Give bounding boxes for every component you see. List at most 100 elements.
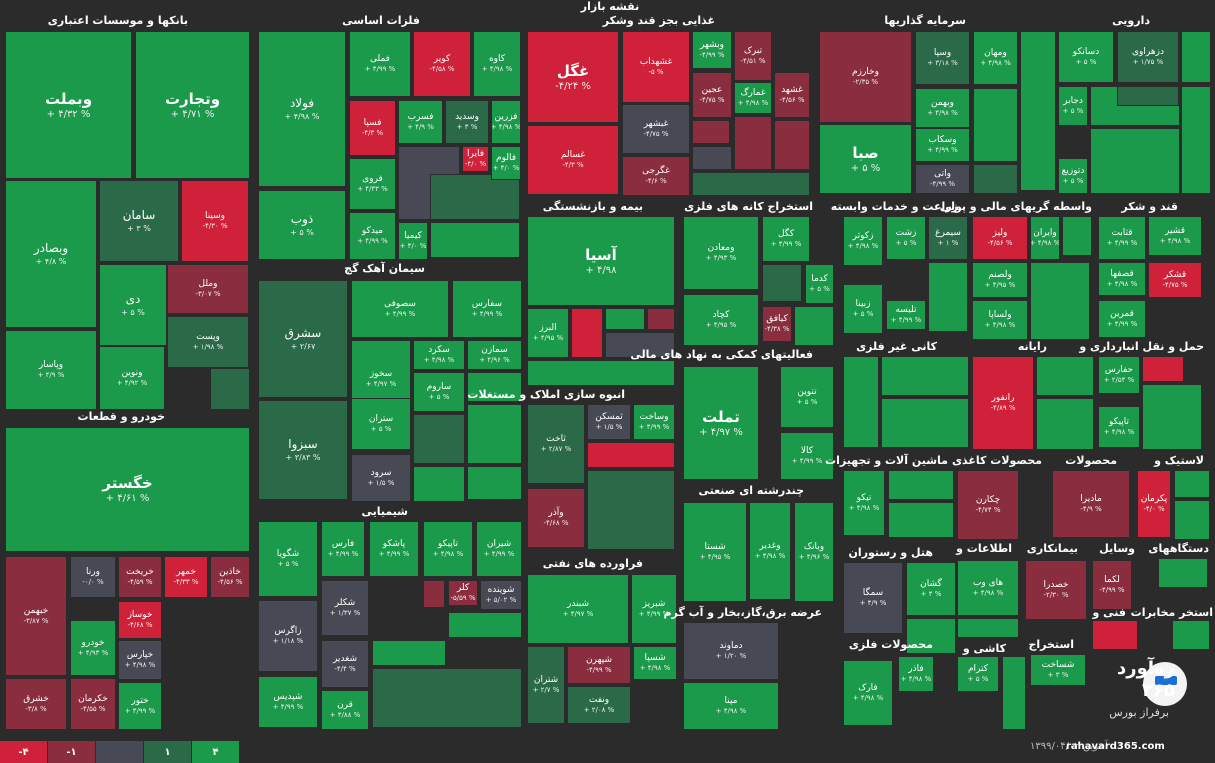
treemap-cell[interactable]: میدکو + ۴/۹۹ % [349,212,396,260]
treemap-cell[interactable]: زبینا + ۵ % [843,284,883,334]
treemap-cell-unlabeled[interactable] [1174,500,1210,540]
treemap-cell-unlabeled[interactable] [372,668,522,728]
treemap-cell[interactable]: وسدید + ۳ % [445,100,489,144]
treemap-cell-unlabeled[interactable] [1090,128,1180,194]
treemap-cell[interactable]: خگستر + ۴/۶۱ % [5,427,250,552]
treemap-cell-unlabeled[interactable] [794,306,834,346]
treemap-cell[interactable]: زکوثر + ۴/۹۸ % [843,216,883,266]
treemap-cell[interactable]: خریخت -۴/۵۹ % [118,556,162,598]
treemap-cell[interactable]: وایران + ۴/۹۸ % [1030,216,1060,260]
treemap-cell-unlabeled[interactable] [423,580,445,608]
treemap-cell-unlabeled[interactable] [888,470,954,500]
treemap-cell[interactable]: خکرمان -۴/۵۵ % [70,678,116,730]
treemap-cell[interactable]: فایرا -۴/۰ % [462,146,489,172]
treemap-cell[interactable]: کلر -۵/۵۹ % [448,580,478,606]
treemap-cell[interactable]: زشت + ۵ % [886,216,926,260]
treemap-cell[interactable]: وتجارت + ۴/۷۱ % [135,31,250,179]
treemap-cell[interactable]: ورنا -۰/۰ % [70,556,116,598]
treemap-cell-unlabeled[interactable] [1158,558,1208,588]
treemap-cell-unlabeled[interactable] [430,174,520,220]
treemap-cell[interactable]: قشیر + ۴/۹۸ % [1148,216,1202,256]
treemap-cell[interactable]: فاذر + ۴/۹۸ % [898,656,934,692]
treemap-cell[interactable]: فزرین + ۴/۹۸ % [491,100,521,144]
treemap-cell-unlabeled[interactable] [1117,86,1179,106]
treemap-cell-unlabeled[interactable] [430,222,520,258]
treemap-cell[interactable]: قثابت + ۴/۹۹ % [1098,216,1146,260]
treemap-cell[interactable]: فملی + ۴/۹۹ % [349,31,411,97]
treemap-cell-unlabeled[interactable] [1181,31,1211,83]
treemap-cell[interactable]: وسپا + ۳/۱۸ % [915,31,970,85]
treemap-cell[interactable]: فسرب + ۴/۹ % [398,100,443,144]
treemap-cell[interactable]: ومعادن + ۴/۹۳ % [683,216,759,290]
treemap-cell[interactable]: شتران + ۲/۷ % [527,646,565,724]
treemap-cell-unlabeled[interactable] [1036,398,1094,450]
treemap-cell-unlabeled[interactable] [1062,216,1092,256]
treemap-cell[interactable]: مادیرا -۴/۹ % [1052,470,1130,538]
treemap-cell[interactable]: غبشهر -۴/۷۵ % [622,104,690,154]
treemap-cell-unlabeled[interactable] [1142,356,1184,382]
treemap-cell-unlabeled[interactable] [774,120,810,170]
treemap-cell[interactable]: آسیا + ۴/۹۸ [527,216,675,306]
treemap-cell[interactable]: وپست + ۱/۹۸ % [167,316,249,368]
treemap-cell[interactable]: تملت + ۴/۹۷ % [683,366,759,480]
treemap-cell[interactable]: فالوم + ۴/۰ % [491,146,521,180]
treemap-cell[interactable]: چکارن -۴/۷۴ % [957,470,1019,540]
treemap-cell[interactable]: کدما + ۵ % [805,264,834,304]
treemap-cell[interactable]: ساروم + ۵ % [413,372,465,412]
treemap-cell[interactable]: تیکو + ۴/۹۸ % [843,470,885,536]
treemap-cell-unlabeled[interactable] [888,502,954,538]
treemap-cell[interactable]: فولاد + ۴/۹۸ % [258,31,346,187]
treemap-cell[interactable]: کیافق -۴/۳۸ % [762,306,792,342]
treemap-cell[interactable]: خصدرا -۲/۳۰ % [1025,560,1087,620]
treemap-cell[interactable]: وبهمن + ۴/۹۸ % [915,88,970,128]
treemap-cell[interactable]: دماوند + ۱/۲۰ % [683,622,779,680]
treemap-cell[interactable]: شستا + ۴/۹۵ % [683,502,747,602]
treemap-cell[interactable]: ولیز -۴/۵۶ % [972,216,1028,260]
treemap-cell-unlabeled[interactable] [467,404,522,464]
treemap-cell-unlabeled[interactable] [906,618,956,654]
treemap-cell[interactable]: عجین -۴/۷۵ % [692,72,732,118]
treemap-cell-unlabeled[interactable] [587,442,675,468]
treemap-cell[interactable]: سفارس + ۴/۹۹ % [452,280,522,338]
treemap-cell-unlabeled[interactable] [605,308,645,330]
treemap-cell[interactable]: قشکر -۴/۷۵ % [1148,262,1202,298]
treemap-cell[interactable]: وبصادر + ۴/۸ % [5,180,97,328]
treemap-cell-unlabeled[interactable] [210,368,250,410]
treemap-cell[interactable]: خشرق -۳/۸ % [5,678,67,730]
treemap-cell[interactable]: فروی + ۴/۴۳ % [349,158,396,210]
treemap-cell[interactable]: غگل -۴/۲۴ % [527,31,619,123]
treemap-cell[interactable]: کچاد + ۴/۹۵ % [683,294,759,346]
treemap-cell[interactable]: قرن + ۴/۸۸ % [321,690,369,730]
treemap-cell[interactable]: ثاخت + ۲/۸۷ % [527,404,585,484]
treemap-cell-unlabeled[interactable] [587,470,675,550]
treemap-cell-unlabeled[interactable] [762,264,802,302]
treemap-cell[interactable]: کویر -۴/۵۸ % [413,31,471,97]
treemap-cell-unlabeled[interactable] [881,398,969,448]
treemap-cell[interactable]: غمارگ + ۴/۹۸ % [734,82,772,114]
treemap-cell[interactable]: تاپیکو + ۴/۹۸ % [1098,406,1140,448]
treemap-cell-unlabeled[interactable] [1174,470,1210,498]
treemap-cell-unlabeled[interactable] [647,308,675,330]
treemap-cell[interactable]: فارک + ۴/۹۸ % [843,660,893,726]
treemap-cell-unlabeled[interactable] [957,618,1019,638]
treemap-cell[interactable]: ولساپا + ۴/۹۸ % [972,300,1028,340]
treemap-cell[interactable]: البرز + ۴/۹۵ % [527,308,569,358]
treemap-cell[interactable]: شپدیس + ۴/۹۹ % [258,676,318,728]
treemap-cell[interactable]: ذوب + ۵ % [258,190,346,260]
treemap-cell[interactable]: سکرد + ۴/۹۸ % [413,340,465,370]
treemap-cell-unlabeled[interactable] [1002,656,1026,730]
treemap-cell-unlabeled[interactable] [843,356,879,448]
treemap-cell[interactable]: ونفت + ۲/۰۸ % [567,686,631,724]
treemap-cell[interactable]: ختور + ۴/۹۹ % [118,682,162,730]
treemap-cell[interactable]: دی + ۵ % [99,264,167,346]
treemap-cell[interactable]: خمهر -۴/۳۳ % [164,556,208,598]
treemap-cell-unlabeled[interactable] [1020,31,1056,191]
treemap-cell[interactable]: شسپا + ۴/۹۸ % [633,646,677,680]
treemap-cell[interactable]: سرود + ۱/۵ % [351,454,411,502]
treemap-cell[interactable]: شبریز + ۴/۹۹ % [631,574,677,644]
treemap-cell[interactable]: خودرو + ۴/۹۳ % [70,620,116,676]
treemap-cell-unlabeled[interactable] [413,466,465,502]
treemap-cell-unlabeled[interactable] [692,146,732,170]
treemap-cell[interactable]: تلیسه + ۴/۹۹ % [886,300,926,330]
treemap-cell[interactable]: شیران + ۴/۹۹ % [476,521,522,577]
